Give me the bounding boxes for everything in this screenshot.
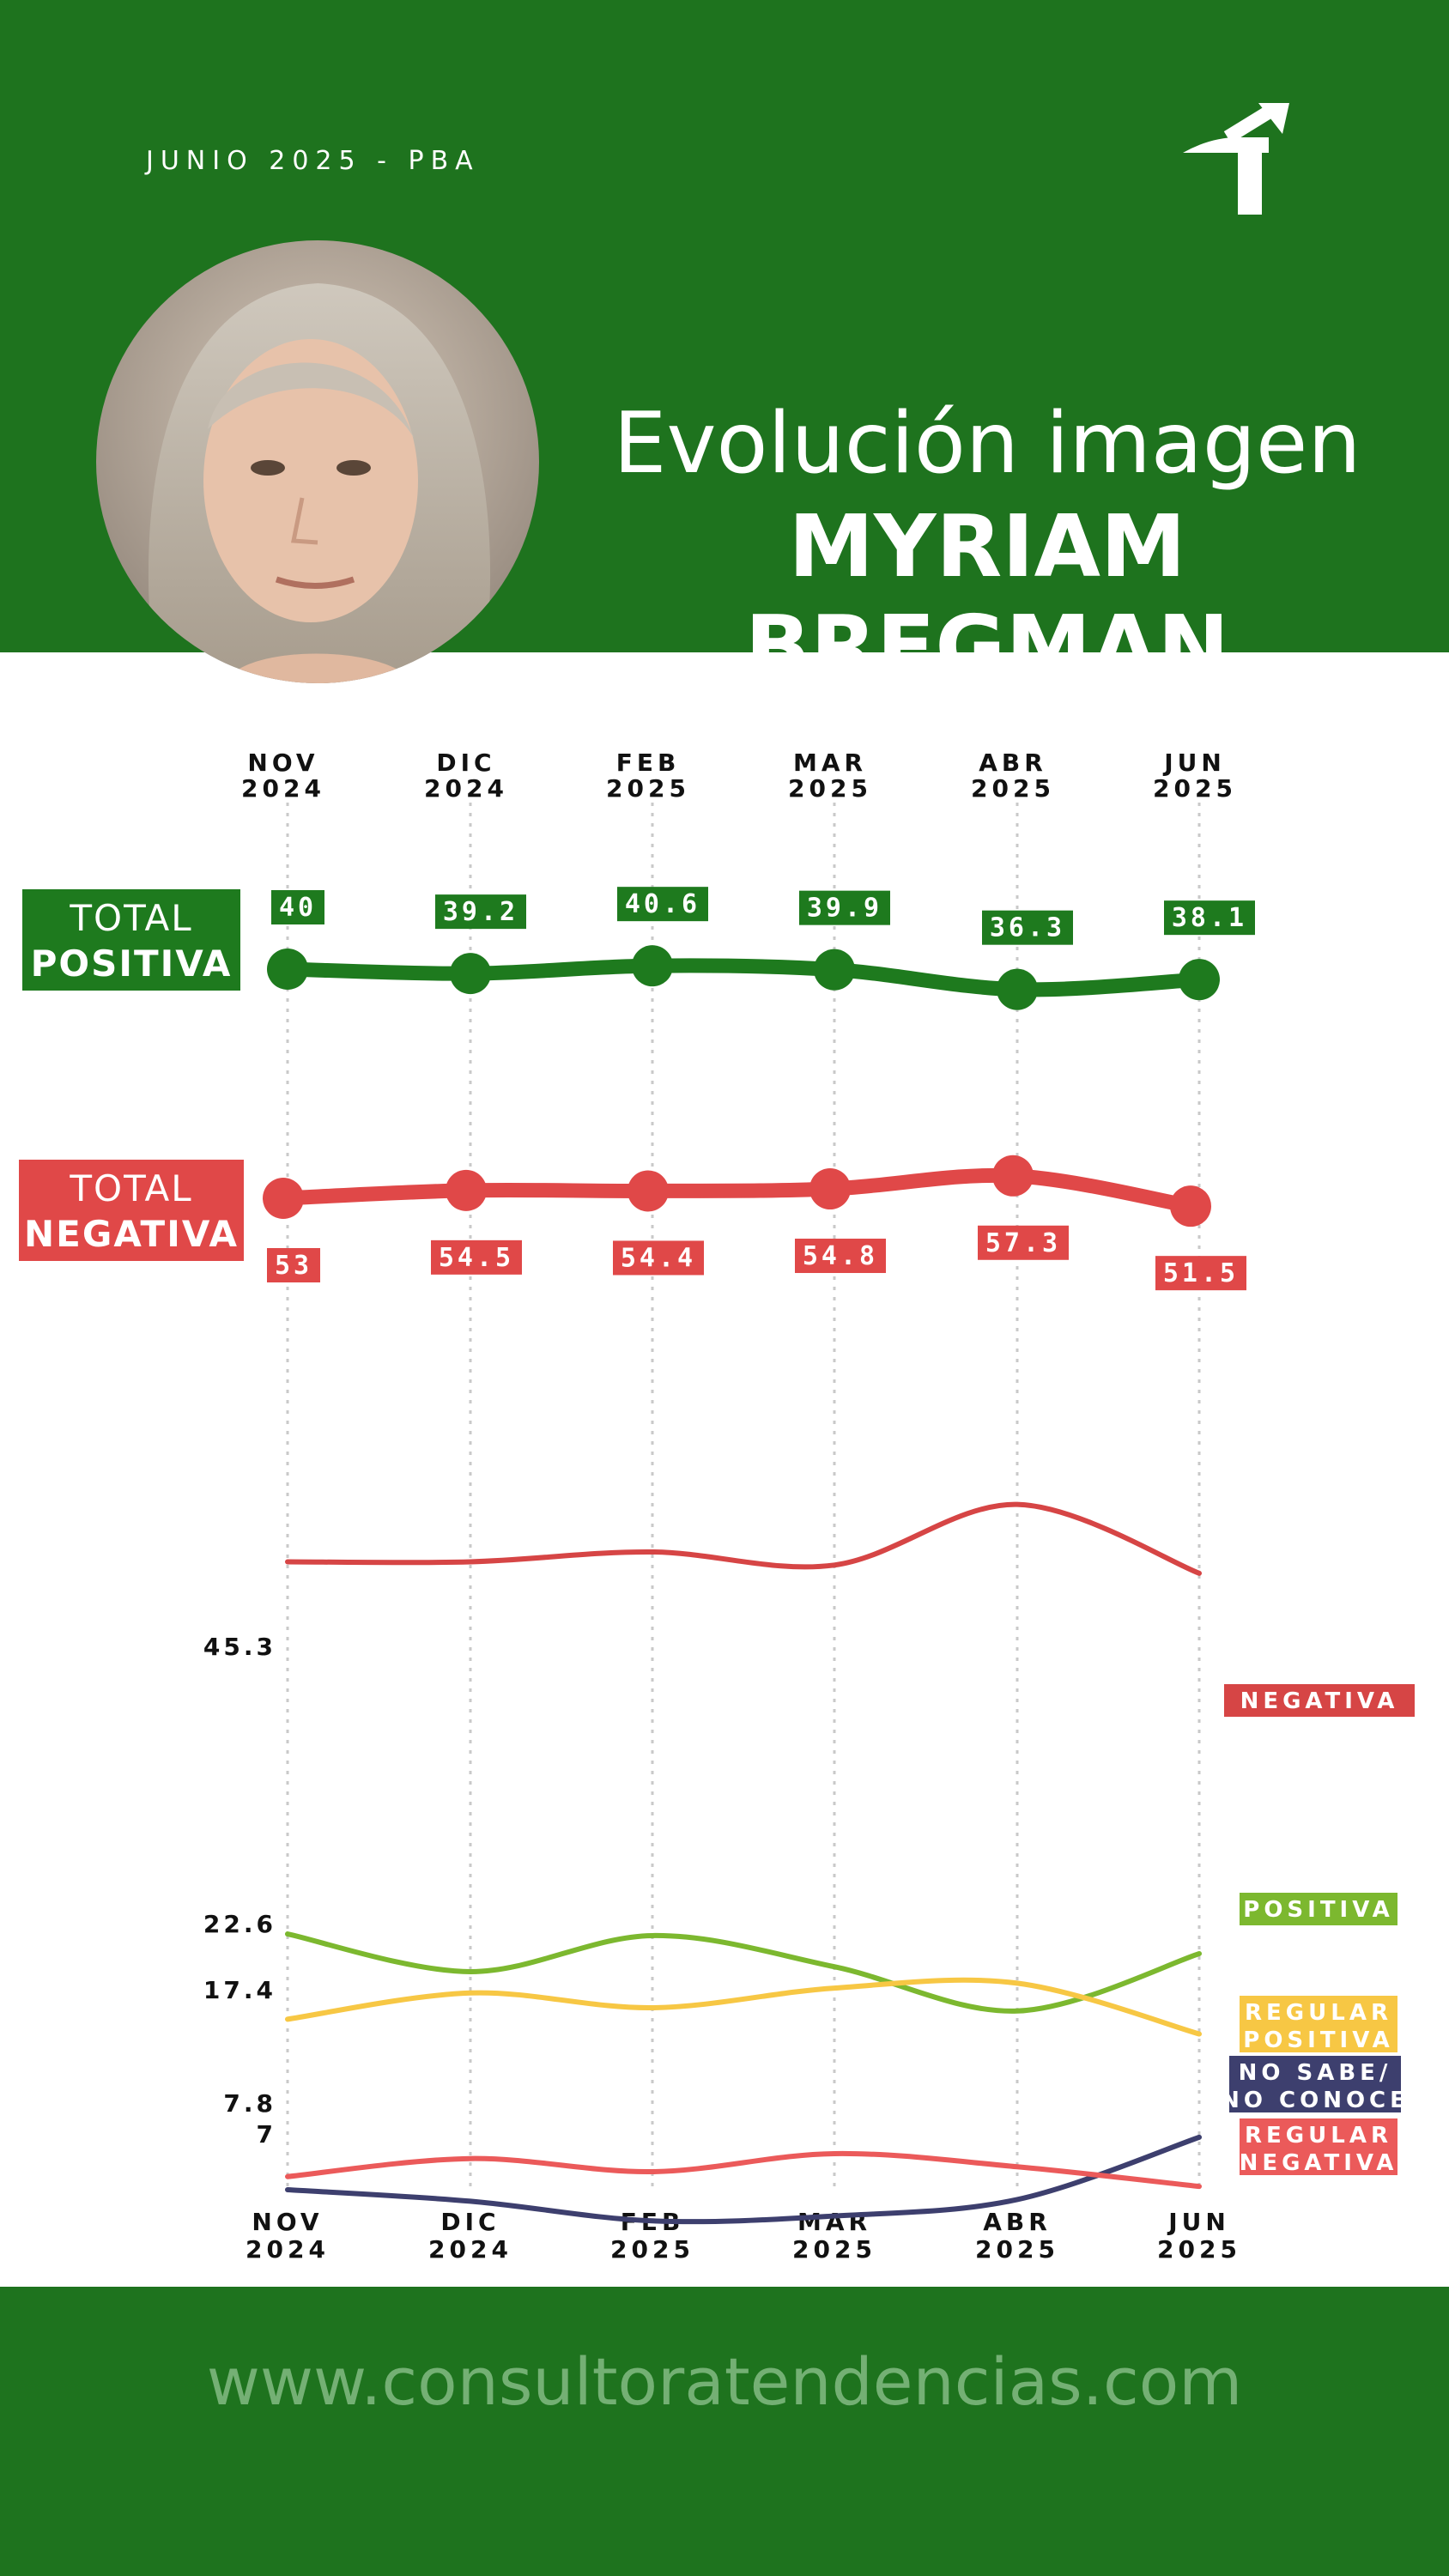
portrait-photo <box>96 240 539 683</box>
data-label-negativa: 54.8 <box>803 1241 878 1271</box>
x-tick-top-year: 2025 <box>1153 774 1237 803</box>
data-label-bg-positiva <box>799 890 890 925</box>
point-total-positiva <box>632 945 673 987</box>
x-tick-top-month: FEB <box>616 749 681 777</box>
data-label-bg-positiva <box>435 894 526 930</box>
point-total-negativa <box>1170 1185 1211 1227</box>
legend-box-4 <box>1240 2118 1397 2175</box>
data-label-bg-negativa <box>795 1239 886 1274</box>
data-label-bg-positiva <box>1164 900 1255 936</box>
chart-title-line1: Evolución imagen <box>613 395 1361 493</box>
series-line-no-sabe-no-conoce <box>285 2134 1202 2225</box>
arrow-signpost-icon <box>1183 103 1289 215</box>
legend-label-3: NO SABE/ <box>1239 2060 1392 2086</box>
legend-box-3 <box>1229 2056 1401 2112</box>
legend-box-2 <box>1240 1996 1397 2052</box>
legend-box-0 <box>1224 1684 1415 1717</box>
y-value-label: 45.3 <box>203 1633 276 1661</box>
legend-label-2: REGULAR <box>1245 2000 1392 2026</box>
point-total-negativa <box>446 1169 487 1211</box>
legend-label-3: NO CONOCE <box>1221 2088 1410 2113</box>
data-label-bg-negativa <box>431 1240 522 1275</box>
evolution-chart: NOV2024NOV2024DIC2024DIC2024FEB2025FEB20… <box>19 749 1415 2264</box>
x-tick-bottom-month: NOV <box>252 2208 323 2236</box>
date-label: JUNIO 2025 - PBA <box>146 146 480 176</box>
x-tick-top-year: 2024 <box>424 774 508 803</box>
legend-total-positiva-line2: POSITIVA <box>31 943 233 985</box>
y-value-label: 7 <box>257 2120 276 2149</box>
legend-label-0: NEGATIVA <box>1240 1688 1399 1714</box>
point-total-positiva <box>997 968 1038 1010</box>
data-label-positiva: 36.3 <box>990 913 1065 943</box>
data-label-bg-positiva <box>271 890 324 924</box>
x-tick-bottom-year: 2024 <box>246 2235 330 2264</box>
data-label-bg-positiva <box>982 910 1073 945</box>
legend-box-total-negativa <box>19 1160 244 1261</box>
x-tick-bottom-month: JUN <box>1167 2208 1230 2236</box>
legend-total-positiva-line1: TOTAL <box>69 897 192 939</box>
x-tick-top-year: 2025 <box>971 774 1055 803</box>
website-link[interactable]: www.consultoratendencias.com <box>206 2343 1243 2420</box>
series-line-regular-negativa <box>285 2150 1202 2190</box>
x-tick-bottom-month: ABR <box>983 2208 1052 2236</box>
legend-label-1: POSITIVA <box>1243 1897 1393 1923</box>
data-label-negativa: 54.5 <box>439 1243 514 1273</box>
chart-title-line2: MYRIAM BREGMAN <box>744 496 1230 697</box>
x-tick-top-year: 2025 <box>606 774 690 803</box>
data-label-bg-negativa <box>978 1225 1069 1260</box>
x-tick-bottom-year: 2025 <box>610 2235 694 2264</box>
data-label-positiva: 39.2 <box>443 897 518 927</box>
legend-total-negativa-line1: TOTAL <box>69 1167 192 1209</box>
legend-box-1 <box>1240 1893 1397 1925</box>
x-tick-bottom-month: MAR <box>797 2208 871 2236</box>
data-label-negativa: 51.5 <box>1163 1258 1239 1288</box>
data-label-positiva: 38.1 <box>1172 903 1247 933</box>
point-total-positiva <box>450 953 491 995</box>
legend-total-negativa-line2: NEGATIVA <box>24 1213 239 1255</box>
legend-label-2: POSITIVA <box>1243 2027 1393 2053</box>
x-tick-top-month: MAR <box>793 749 867 777</box>
series-line-total-positiva <box>280 958 1207 997</box>
x-tick-bottom-year: 2025 <box>792 2235 876 2264</box>
data-label-negativa: 53 <box>275 1251 312 1281</box>
series-line-regular-positiva <box>285 1977 1202 2037</box>
y-value-label: 7.8 <box>223 2089 276 2118</box>
y-value-label: 17.4 <box>203 1976 276 2004</box>
x-tick-top-month: JUN <box>1162 749 1226 777</box>
data-label-negativa: 57.3 <box>985 1228 1061 1258</box>
series-line-negativa <box>285 1501 1202 1576</box>
x-tick-top-year: 2025 <box>788 774 872 803</box>
data-label-positiva: 40 <box>279 893 317 923</box>
data-label-negativa: 54.4 <box>621 1243 696 1273</box>
x-tick-top-month: DIC <box>436 749 495 777</box>
point-total-positiva <box>267 949 308 990</box>
x-tick-top-year: 2024 <box>241 774 325 803</box>
point-total-positiva <box>1179 959 1220 1001</box>
data-label-bg-negativa <box>1155 1256 1246 1291</box>
point-total-negativa <box>263 1178 304 1219</box>
y-value-label: 22.6 <box>203 1910 276 1938</box>
data-label-bg-negativa <box>613 1240 704 1276</box>
data-label-bg-negativa <box>267 1248 320 1282</box>
point-total-negativa <box>992 1155 1034 1197</box>
series-line-total-negativa <box>276 1167 1198 1214</box>
data-label-positiva: 40.6 <box>625 889 700 919</box>
x-tick-bottom-year: 2025 <box>975 2235 1059 2264</box>
legend-box-total-positiva <box>22 889 240 991</box>
x-tick-bottom-year: 2024 <box>428 2235 512 2264</box>
footer-banner <box>0 2287 1449 2576</box>
legend-label-4: NEGATIVA <box>1240 2150 1398 2176</box>
x-tick-bottom-year: 2025 <box>1157 2235 1241 2264</box>
point-total-negativa <box>809 1168 851 1210</box>
point-total-positiva <box>814 949 855 991</box>
x-tick-bottom-month: DIC <box>440 2208 500 2236</box>
x-tick-top-month: NOV <box>247 749 318 777</box>
data-label-bg-positiva <box>617 887 708 922</box>
data-label-positiva: 39.9 <box>807 894 882 924</box>
point-total-negativa <box>627 1170 669 1212</box>
series-line-positiva <box>285 1931 1202 2014</box>
legend-label-4: REGULAR <box>1245 2123 1392 2149</box>
x-tick-top-month: ABR <box>979 749 1047 777</box>
